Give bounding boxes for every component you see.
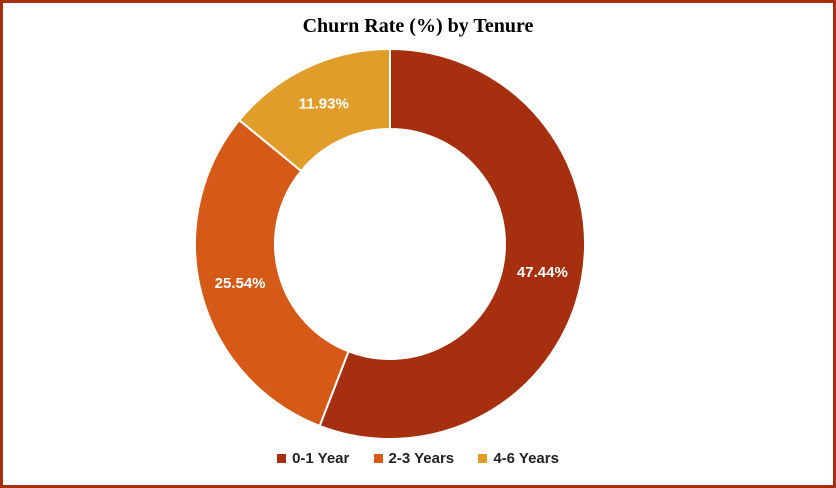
slice-2-3-years: [194, 118, 350, 428]
data-label-2-3-years: 25.54%: [215, 275, 266, 292]
slice-4-6-years: [237, 47, 391, 173]
data-label-4-6-years: 11.93%: [299, 95, 349, 112]
legend-swatch-4-6-years: [478, 453, 488, 463]
legend-item-0-1-year: 0-1 Year: [277, 450, 349, 467]
slice-0-1-year: [318, 47, 586, 440]
chart-title: Churn Rate (%) by Tenure: [302, 15, 534, 37]
legend-label: 0-1 Year: [292, 450, 350, 467]
chart-legend: 0-1 Year 2-3 Years 4-6 Years: [0, 450, 836, 467]
legend-item-4-6-years: 4-6 Years: [478, 450, 559, 467]
legend-swatch-2-3-years: [373, 453, 383, 463]
legend-item-2-3-years: 2-3 Years: [373, 450, 455, 467]
legend-label: 2-3 Years: [388, 450, 455, 467]
legend-label: 4-6 Years: [493, 450, 559, 467]
data-label-0-1-year: 47.44%: [517, 264, 568, 281]
legend-swatch-0-1-year: [277, 453, 287, 463]
